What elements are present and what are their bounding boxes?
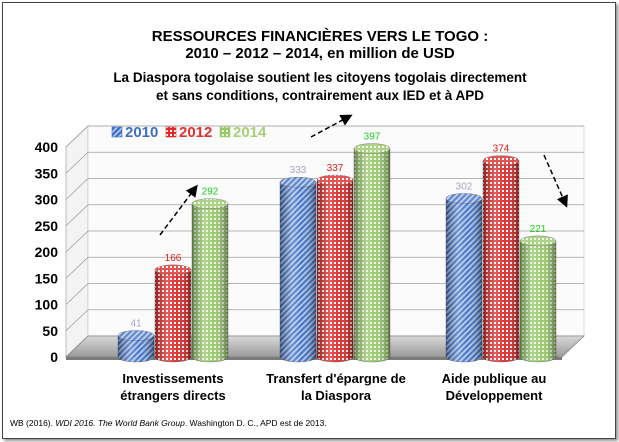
data-label-aide-publique-au-2014: 221 — [530, 224, 547, 235]
category-label-1-line-2: étrangers directs — [120, 388, 226, 403]
data-label-aide-publique-au-2010: 302 — [456, 181, 473, 192]
bar-shading — [483, 160, 519, 362]
bar-shading — [354, 148, 390, 362]
bar-top-highlight — [155, 264, 191, 275]
gridline-250 — [65, 204, 584, 227]
gridline-150 — [65, 256, 584, 279]
bar-top-highlight — [280, 177, 316, 188]
legend: 2010 2012 2014 — [111, 124, 267, 141]
legend-label-2010: 2010 — [125, 124, 158, 141]
data-label-transfert-d-pargne-de-2014: 397 — [364, 132, 381, 143]
bar-top-highlight — [192, 198, 228, 209]
y-axis: 0 50 100 150 200 250 300 350 400 — [35, 139, 59, 365]
bar-shading — [446, 198, 482, 362]
category-label-3-line-1: Aide publique au — [442, 371, 547, 386]
bar-shading — [280, 182, 316, 362]
data-label-aide-publique-au-2012: 374 — [493, 144, 510, 155]
y-tick-label-100: 100 — [35, 297, 59, 313]
gridline-200 — [65, 230, 584, 253]
bar-top — [191, 198, 229, 209]
bar-investissements-2012 — [154, 264, 192, 363]
source-citation-title: WDI 2016. The World Bank Group — [55, 418, 185, 428]
bar-shading — [192, 203, 228, 362]
bar-transfert-d-pargne-de-2014 — [353, 143, 391, 363]
bar-top — [482, 155, 520, 166]
bar-top-highlight — [520, 235, 556, 246]
bar-top-highlight — [483, 155, 519, 166]
bar-top — [117, 330, 155, 341]
bar-top — [154, 264, 192, 276]
bar-top-highlight — [118, 330, 154, 341]
source-citation-part-1: WB (2016). — [10, 418, 56, 428]
data-labels: 41 333 302 166 337 374 292 397 221 — [130, 132, 546, 330]
y-tick-label-200: 200 — [35, 244, 59, 260]
chart-subtitle: 2010 – 2012 – 2014, en million de USD — [185, 45, 454, 62]
y-tick-label-0: 0 — [50, 349, 58, 365]
data-label-investissements-2012: 166 — [165, 253, 182, 264]
bar-shading — [155, 269, 191, 362]
data-label-transfert-d-pargne-de-2012: 337 — [327, 163, 344, 174]
bar-top — [279, 176, 317, 188]
category-labels: Investissements étrangers directs Transfer… — [120, 371, 546, 403]
legend-label-2012: 2012 — [179, 124, 212, 141]
bar-transfert-d-pargne-de-2010 — [279, 176, 317, 363]
source-citation-part-3: . Washington D. C., APD est de 2013. — [184, 418, 327, 428]
bar-shading — [317, 180, 353, 362]
y-tick-label-350: 350 — [35, 165, 59, 181]
category-label-1-line-1: Investissements — [122, 371, 223, 386]
data-label-investissements-2014: 292 — [202, 187, 219, 198]
gridline-400 — [65, 125, 584, 148]
category-label-3-line-2: Développement — [446, 388, 543, 403]
category-label-2-line-2: la Diaspora — [301, 388, 372, 403]
bar-investissements-2014 — [191, 198, 229, 363]
legend-swatch-2014 — [219, 126, 231, 138]
trend-arrow-ied — [159, 184, 198, 236]
bar-top — [316, 174, 354, 186]
legend-swatch-2012 — [165, 126, 177, 138]
bar-shading — [118, 335, 154, 362]
y-tick-label-400: 400 — [35, 139, 59, 155]
gridline-50 — [65, 309, 584, 332]
legend-swatch-2010 — [111, 126, 123, 138]
trend-arrow-diaspora — [310, 114, 353, 138]
bar-top — [353, 143, 391, 154]
data-label-transfert-d-pargne-de-2010: 333 — [290, 165, 307, 176]
bar-aide-publique-au-2010 — [445, 193, 483, 363]
source-citation: WB (2016). WDI 2016. The World Bank Grou… — [10, 418, 327, 428]
bar-top-highlight — [317, 175, 353, 186]
data-label-investissements-2010: 41 — [130, 318, 142, 329]
bar-shading — [520, 240, 556, 362]
gridline-100 — [65, 283, 584, 305]
bar-aide-publique-au-2012 — [482, 155, 520, 363]
trend-arrows — [159, 114, 568, 236]
y-tick-label-50: 50 — [42, 323, 58, 339]
bar-transfert-d-pargne-de-2012 — [316, 174, 354, 363]
bar-aide-publique-au-2014 — [519, 235, 557, 363]
y-tick-label-150: 150 — [35, 270, 59, 286]
chart-annotation-line-2: et sans conditions, contrairement aux IE… — [156, 88, 484, 103]
y-tick-label-250: 250 — [35, 218, 59, 234]
bar-investissements-2010 — [117, 330, 155, 363]
category-label-2-line-1: Transfert d'épargne de — [266, 371, 406, 386]
bars — [117, 143, 557, 363]
gridline-300 — [65, 178, 584, 200]
trend-arrow-apd — [543, 154, 568, 208]
bar-top-highlight — [446, 193, 482, 204]
gridline-350 — [65, 151, 584, 174]
bar-top-highlight — [354, 143, 390, 154]
bar-top — [445, 193, 483, 204]
chart-title: RESSOURCES FINANCIÈRES VERS LE TOGO : — [152, 28, 488, 45]
bar-top — [519, 235, 557, 247]
y-tick-label-300: 300 — [35, 192, 59, 208]
legend-label-2014: 2014 — [233, 124, 267, 141]
chart-annotation-line-1: La Diaspora togolaise soutient les citoy… — [113, 70, 527, 85]
gridlines — [65, 125, 584, 358]
